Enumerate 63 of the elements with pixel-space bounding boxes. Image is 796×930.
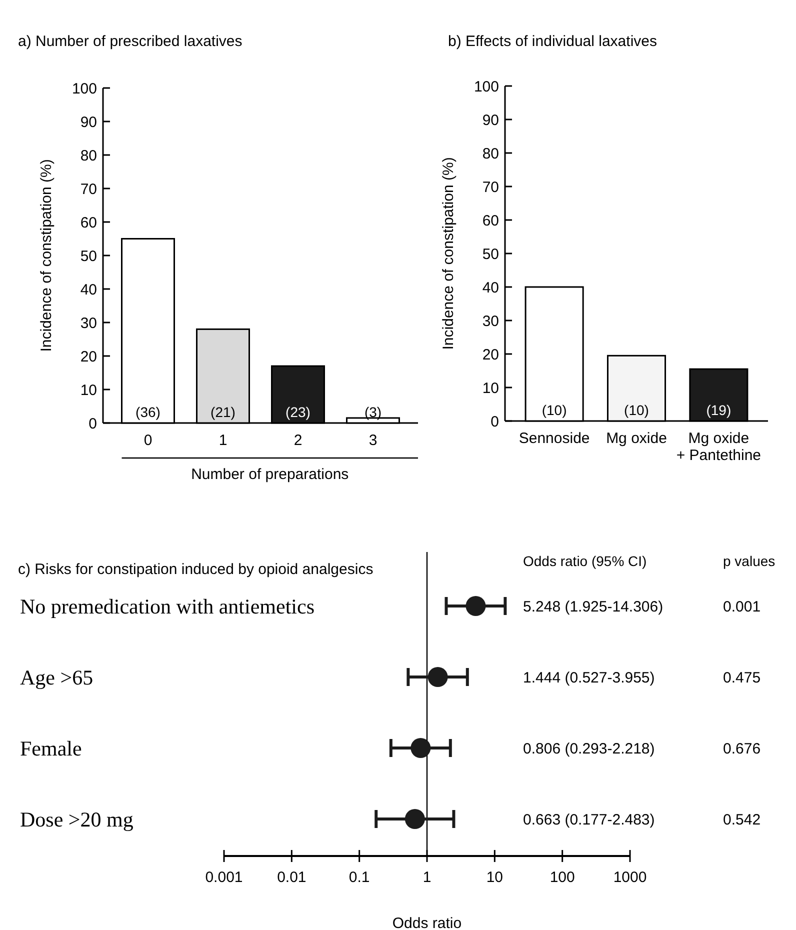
x-tick-label: 100 (550, 869, 575, 886)
y-tick-label: 0 (88, 415, 97, 432)
y-tick-label: 70 (482, 178, 499, 196)
x-tick-label: Mg oxide (606, 430, 667, 447)
y-tick-label: 100 (474, 78, 499, 96)
y-tick-label: No premedication with antiemetics (20, 594, 314, 618)
y-tick-label: Age >65 (20, 665, 94, 690)
annotation: (19) (706, 402, 732, 418)
x-tick-label: 2 (294, 432, 302, 449)
text: p values (723, 553, 776, 569)
x-tick-label: 0.001 (205, 869, 243, 886)
y-tick-label: 60 (80, 214, 97, 232)
y-tick-label: 40 (80, 281, 97, 298)
y-tick-label: 50 (482, 246, 499, 263)
y-tick-label: 70 (80, 180, 97, 198)
annotation: (10) (542, 402, 567, 418)
y-tick-label: 80 (482, 145, 499, 162)
x-tick-label: 0 (144, 432, 152, 449)
y-axis-title: Incidence of constipation (%) (38, 159, 55, 352)
text: 0.542 (723, 811, 761, 828)
y-tick-label: 10 (482, 380, 499, 397)
y-tick-label: 10 (80, 382, 97, 399)
annotation: (3) (364, 404, 382, 420)
y-tick-label: 30 (80, 314, 97, 332)
text: 0.475 (723, 669, 761, 686)
x-tick-label: 1 (422, 869, 432, 886)
text: 0.676 (723, 740, 761, 758)
y-tick-label: 90 (482, 112, 499, 129)
annotation: 0.806 (0.293-2.218) (523, 740, 655, 758)
x-axis-title: Odds ratio (392, 915, 462, 930)
annotation: 1.444 (0.527-3.955) (523, 669, 655, 686)
y-tick-label: 20 (80, 348, 97, 366)
y-tick-label: 90 (80, 114, 97, 131)
y-tick-label: 40 (482, 279, 499, 296)
annotation: 5.248 (1.925-14.306) (523, 598, 664, 616)
annotation: (36) (136, 404, 160, 420)
x-tick-label: 1 (218, 432, 228, 449)
y-tick-label: Female (20, 736, 82, 760)
annotation: (21) (210, 404, 236, 420)
chart-title: b) Effects of individual laxatives (448, 33, 657, 50)
annotation: (10) (624, 402, 649, 418)
x-tick-label: Sennoside (518, 430, 590, 447)
x-tick-label: 1000 (613, 869, 647, 886)
y-tick-label: 100 (72, 80, 97, 98)
chart-title: a) Number of prescribed laxatives (18, 33, 242, 50)
text: 0.001 (723, 598, 761, 616)
annotation: 0.663 (0.177-2.483) (523, 811, 655, 828)
y-tick-label: 50 (80, 248, 97, 265)
x-axis-title: Number of preparations (191, 466, 349, 483)
y-tick-label: 60 (482, 212, 499, 230)
x-tick-label: 3 (368, 432, 378, 449)
y-tick-label: 80 (80, 147, 97, 164)
y-tick-label: 30 (482, 312, 499, 330)
y-tick-label: Dose >20 mg (20, 807, 134, 832)
x-tick-label: 0.01 (277, 869, 306, 886)
y-tick-label: 20 (482, 346, 499, 364)
y-tick-label: 0 (490, 413, 499, 430)
annotation: (23) (286, 404, 310, 420)
x-tick-label: 0.1 (348, 869, 370, 886)
x-tick-label: Mg oxide + Pantethine (676, 430, 762, 464)
text: c) Risks for constipation induced by opioid analgesics (18, 561, 374, 578)
y-axis-title: Incidence of constipation (%) (440, 157, 457, 350)
annotation: Odds ratio (95% CI) (523, 553, 647, 569)
